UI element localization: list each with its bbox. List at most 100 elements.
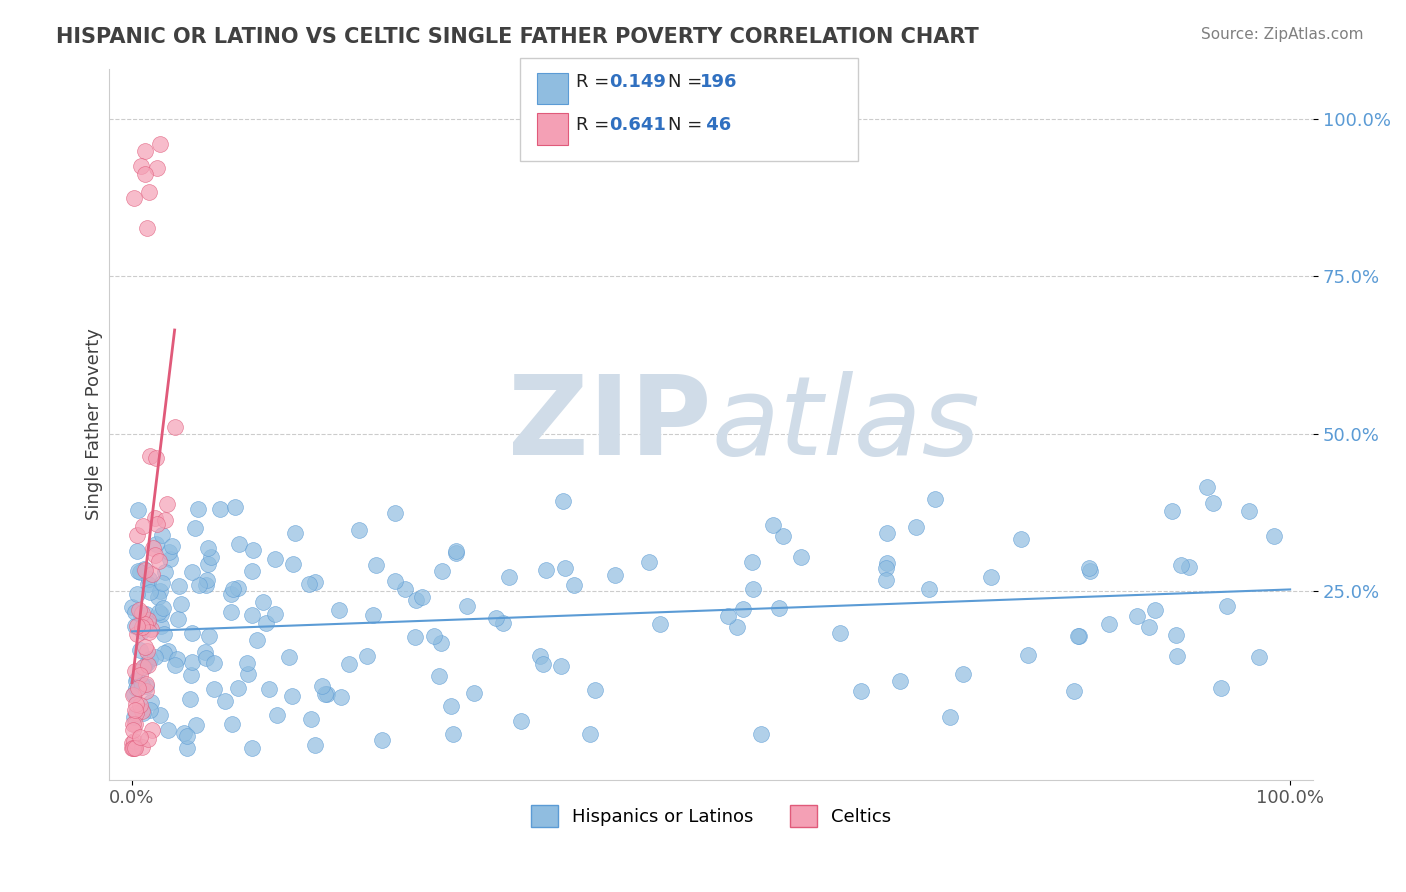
Hispanics or Latinos — [153, 566, 176, 580]
Hispanics or Latinos — [153, 626, 176, 640]
Hispanics or Latinos — [166, 652, 188, 666]
Celtics — [131, 620, 153, 634]
Hispanics or Latinos — [148, 605, 170, 619]
Hispanics or Latinos — [1247, 649, 1270, 664]
Celtics — [134, 617, 156, 632]
Legend: Hispanics or Latinos, Celtics: Hispanics or Latinos, Celtics — [523, 798, 898, 835]
Hispanics or Latinos — [741, 555, 763, 569]
Hispanics or Latinos — [176, 729, 198, 743]
Hispanics or Latinos — [440, 698, 463, 713]
Hispanics or Latinos — [176, 741, 198, 756]
Celtics — [129, 159, 152, 173]
Hispanics or Latinos — [197, 557, 219, 571]
Text: N =: N = — [668, 116, 707, 134]
Hispanics or Latinos — [222, 582, 245, 597]
Celtics — [155, 513, 177, 527]
Hispanics or Latinos — [456, 599, 478, 614]
Celtics — [136, 221, 159, 235]
Hispanics or Latinos — [1263, 529, 1285, 543]
Text: 196: 196 — [700, 73, 738, 91]
Celtics — [136, 613, 159, 627]
Hispanics or Latinos — [146, 591, 169, 605]
Hispanics or Latinos — [242, 542, 264, 557]
Hispanics or Latinos — [731, 602, 754, 616]
Hispanics or Latinos — [405, 593, 427, 607]
Celtics — [136, 658, 159, 673]
Hispanics or Latinos — [129, 642, 152, 657]
Hispanics or Latinos — [1166, 648, 1188, 663]
Hispanics or Latinos — [240, 741, 263, 756]
Hispanics or Latinos — [430, 564, 453, 578]
Hispanics or Latinos — [131, 624, 153, 639]
Hispanics or Latinos — [226, 581, 249, 595]
Hispanics or Latinos — [179, 691, 201, 706]
Hispanics or Latinos — [980, 570, 1002, 584]
Hispanics or Latinos — [463, 686, 485, 700]
Hispanics or Latinos — [1178, 560, 1201, 574]
Hispanics or Latinos — [1010, 532, 1032, 546]
Hispanics or Latinos — [221, 716, 243, 731]
Celtics — [124, 706, 146, 721]
Celtics — [132, 519, 155, 533]
Celtics — [129, 668, 152, 682]
Celtics — [141, 541, 163, 555]
Hispanics or Latinos — [145, 537, 167, 551]
Hispanics or Latinos — [149, 707, 172, 722]
Hispanics or Latinos — [138, 573, 160, 587]
Hispanics or Latinos — [124, 605, 146, 619]
Hispanics or Latinos — [186, 718, 208, 732]
Hispanics or Latinos — [304, 738, 326, 752]
Hispanics or Latinos — [394, 582, 416, 596]
Hispanics or Latinos — [328, 603, 350, 617]
Hispanics or Latinos — [364, 558, 387, 572]
Hispanics or Latinos — [299, 713, 322, 727]
Hispanics or Latinos — [1170, 558, 1192, 572]
Hispanics or Latinos — [266, 707, 288, 722]
Text: Source: ZipAtlas.com: Source: ZipAtlas.com — [1201, 27, 1364, 42]
Celtics — [122, 191, 145, 205]
Hispanics or Latinos — [181, 565, 204, 579]
Hispanics or Latinos — [122, 710, 145, 724]
Celtics — [122, 688, 145, 702]
Hispanics or Latinos — [187, 577, 209, 591]
Hispanics or Latinos — [143, 650, 166, 665]
Hispanics or Latinos — [224, 500, 246, 514]
Hispanics or Latinos — [283, 557, 305, 571]
Celtics — [145, 161, 167, 176]
Text: 0.149: 0.149 — [609, 73, 665, 91]
Hispanics or Latinos — [181, 625, 204, 640]
Hispanics or Latinos — [1197, 480, 1219, 494]
Hispanics or Latinos — [304, 574, 326, 589]
Hispanics or Latinos — [200, 549, 222, 564]
Celtics — [128, 602, 150, 616]
Hispanics or Latinos — [444, 544, 467, 558]
Hispanics or Latinos — [228, 537, 250, 551]
Hispanics or Latinos — [125, 672, 148, 686]
Celtics — [135, 643, 157, 657]
Hispanics or Latinos — [209, 502, 232, 516]
Celtics — [122, 723, 145, 737]
Celtics — [127, 681, 149, 695]
Hispanics or Latinos — [281, 689, 304, 703]
Hispanics or Latinos — [195, 573, 218, 587]
Celtics — [122, 741, 145, 756]
Hispanics or Latinos — [875, 573, 897, 587]
Hispanics or Latinos — [1164, 628, 1187, 642]
Celtics — [134, 640, 156, 655]
Hispanics or Latinos — [1161, 504, 1184, 518]
Hispanics or Latinos — [284, 525, 307, 540]
Hispanics or Latinos — [257, 682, 280, 697]
Hispanics or Latinos — [889, 673, 911, 688]
Hispanics or Latinos — [180, 668, 202, 682]
Hispanics or Latinos — [195, 578, 218, 592]
Hispanics or Latinos — [167, 612, 190, 626]
Hispanics or Latinos — [173, 726, 195, 740]
Celtics — [121, 736, 143, 750]
Hispanics or Latinos — [240, 565, 263, 579]
Hispanics or Latinos — [235, 657, 257, 671]
Hispanics or Latinos — [648, 616, 671, 631]
Hispanics or Latinos — [298, 576, 321, 591]
Hispanics or Latinos — [167, 579, 190, 593]
Hispanics or Latinos — [184, 521, 207, 535]
Hispanics or Latinos — [725, 620, 748, 634]
